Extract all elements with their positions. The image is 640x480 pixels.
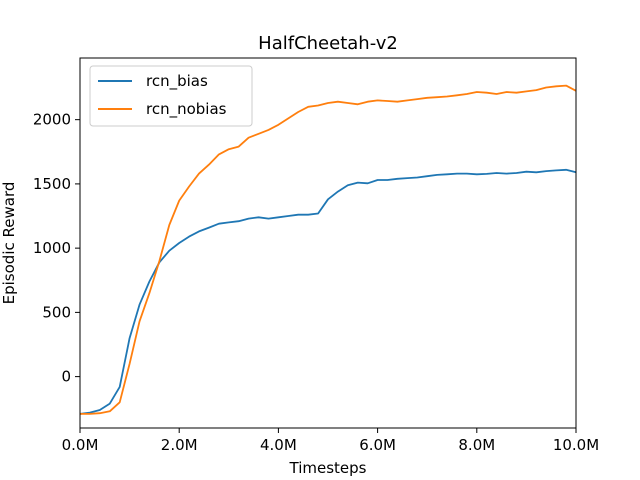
x-tick-label: 4.0M <box>260 436 297 454</box>
x-axis-title: Timesteps <box>289 459 367 477</box>
x-tick-label: 8.0M <box>458 436 495 454</box>
y-tick-label: 0 <box>61 368 71 386</box>
legend: rcn_bias rcn_nobias <box>89 65 253 127</box>
y-axis-title: Episodic Reward <box>0 182 18 305</box>
chart-title: HalfCheetah-v2 <box>258 33 398 54</box>
y-tick-label: 1500 <box>33 175 71 193</box>
x-tick-label: 2.0M <box>161 436 198 454</box>
y-axis: 0 500 1000 1500 2000 <box>33 111 80 386</box>
series-layer <box>79 84 577 415</box>
x-tick-label: 10.0M <box>553 436 599 454</box>
x-axis: 0.0M 2.0M 4.0M 6.0M 8.0M 10.0M <box>62 428 599 454</box>
x-tick-label: 0.0M <box>62 436 99 454</box>
y-tick-label: 1000 <box>33 239 71 257</box>
series-line-rcn-nobias <box>80 84 577 415</box>
y-tick-label: 500 <box>42 303 71 321</box>
legend-label-rcn-nobias: rcn_nobias <box>146 100 227 119</box>
series-line-rcn-bias <box>79 168 577 415</box>
y-tick-label: 2000 <box>33 111 71 129</box>
legend-label-rcn-bias: rcn_bias <box>146 72 208 91</box>
plot-frame <box>79 57 577 429</box>
x-tick-label: 6.0M <box>359 436 396 454</box>
